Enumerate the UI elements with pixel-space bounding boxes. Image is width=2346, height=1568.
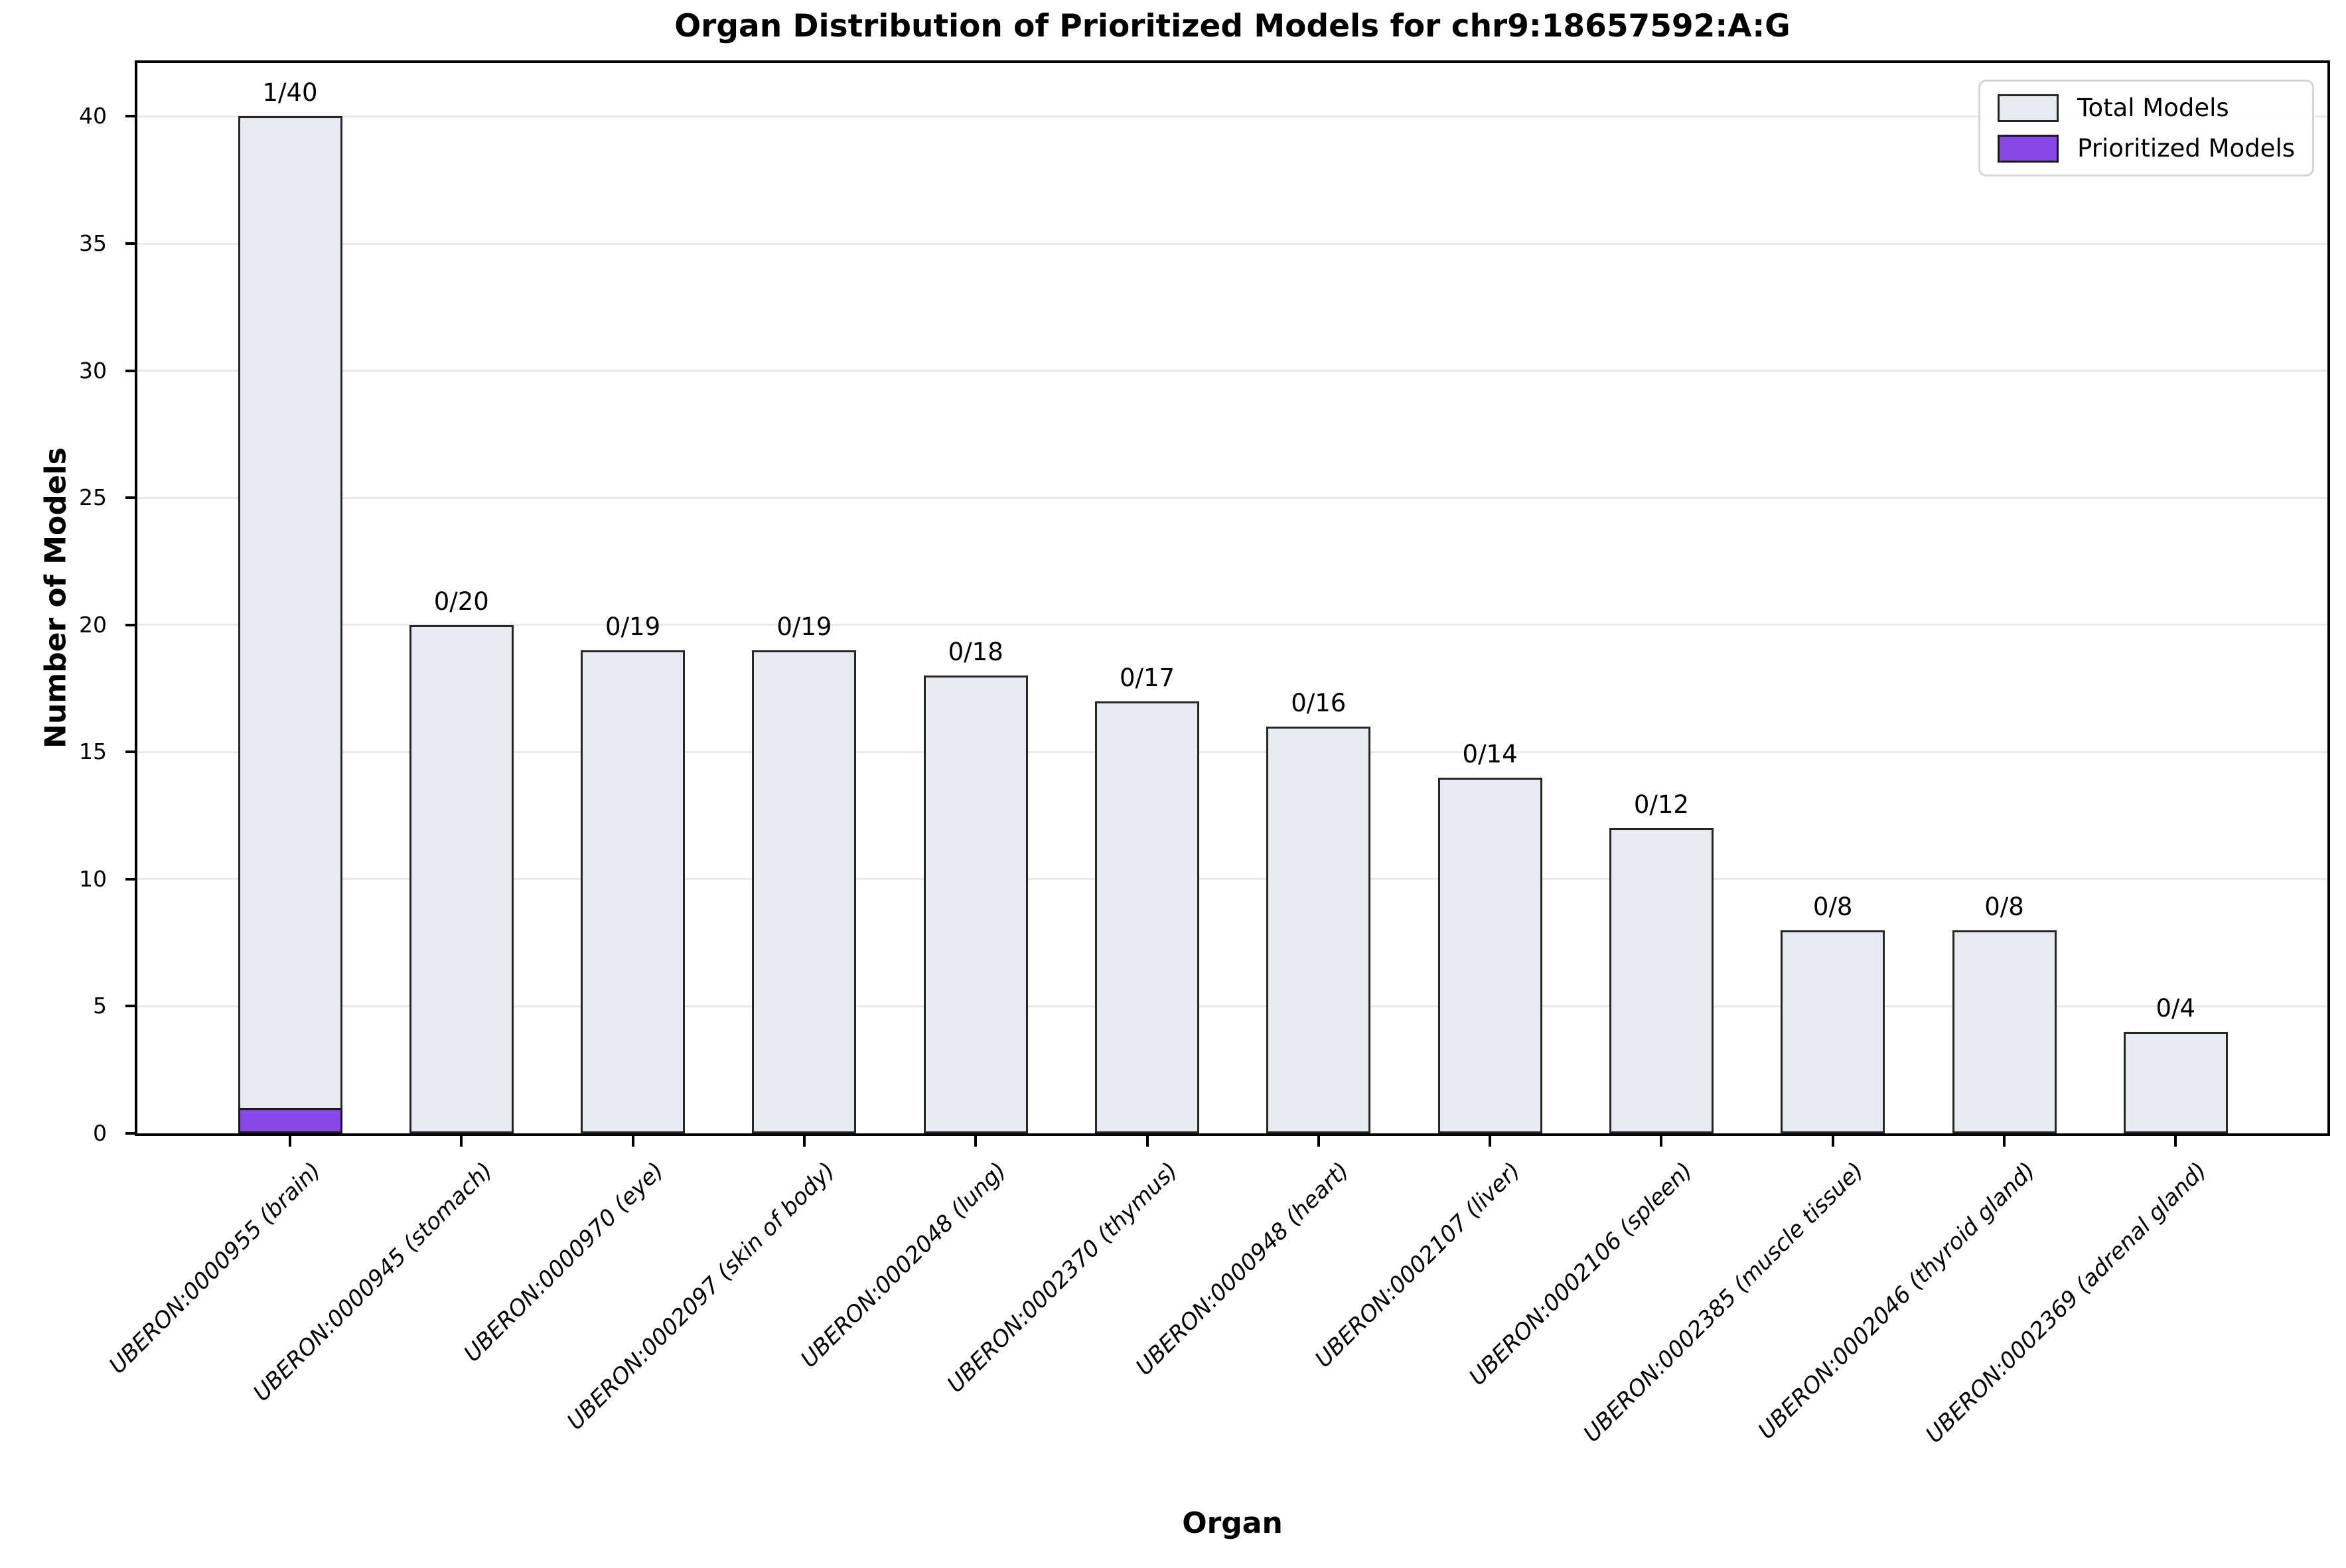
bar-value-label: 1/40 <box>262 78 318 107</box>
y-tick-label: 30 <box>79 357 107 384</box>
y-tick-mark <box>125 369 135 372</box>
x-tick-mark <box>1317 1136 1320 1147</box>
legend-swatch-prioritized-models <box>1998 134 2059 163</box>
bar-value-label: 0/17 <box>1119 663 1175 692</box>
y-tick-mark <box>125 242 135 246</box>
bar-value-label: 0/8 <box>1812 892 1853 921</box>
bar-prioritized <box>238 1107 342 1133</box>
y-tick-mark <box>125 115 135 118</box>
bar-value-label: 0/12 <box>1633 790 1689 820</box>
plot-area: Total Models Prioritized Models 0 5 10 15 20… <box>79 60 2330 1449</box>
legend-item-prioritized-models: Prioritized Models <box>1998 134 2295 163</box>
gridline <box>137 750 2327 753</box>
x-tick-mark <box>631 1136 634 1147</box>
bar-value-label: 0/14 <box>1462 739 1518 768</box>
y-tick-label: 35 <box>79 230 107 257</box>
legend: Total Models Prioritized Models <box>1978 80 2314 177</box>
x-tick-label: UBERON:0002046 (thyroid gland) <box>1753 1157 2041 1445</box>
bar-total <box>1437 777 1542 1133</box>
y-tick-label: 0 <box>93 1120 107 1146</box>
legend-label-prioritized-models: Prioritized Models <box>2077 134 2295 163</box>
gridline <box>137 878 2327 881</box>
bar-total <box>752 650 857 1133</box>
x-tick-mark <box>460 1136 463 1147</box>
y-tick-label: 25 <box>79 484 107 511</box>
x-tick-mark <box>1831 1136 1834 1147</box>
gridline <box>137 370 2327 372</box>
gridline <box>137 496 2327 499</box>
legend-swatch-total-models <box>1998 94 2059 122</box>
x-tick-mark <box>1145 1136 1149 1147</box>
y-tick-mark <box>125 496 135 500</box>
bar-value-label: 0/19 <box>605 612 661 642</box>
gridline <box>137 624 2327 626</box>
x-tick-mark <box>1489 1136 1492 1147</box>
bar-total <box>1781 930 1885 1133</box>
y-tick-label: 5 <box>93 993 107 1019</box>
bar-total <box>238 116 342 1133</box>
x-tick-mark <box>802 1136 806 1147</box>
y-tick-label: 40 <box>79 103 107 129</box>
x-tick-mark <box>2174 1136 2177 1147</box>
bar-total <box>1609 828 1714 1133</box>
y-tick-label: 10 <box>79 865 107 892</box>
legend-label-total-models: Total Models <box>2077 94 2229 122</box>
x-tick-mark <box>2003 1136 2006 1147</box>
bar-value-label: 0/18 <box>948 638 1003 667</box>
bar-value-label: 0/8 <box>1984 892 2024 921</box>
gridline <box>137 242 2327 245</box>
bar-total <box>1266 726 1371 1133</box>
gridline <box>137 115 2327 117</box>
y-tick-mark <box>125 1005 135 1008</box>
x-tick-label: UBERON:0002107 (liver) <box>1310 1157 1526 1374</box>
x-tick-mark <box>289 1136 291 1147</box>
bar-total <box>2123 1031 2228 1133</box>
bar-total <box>581 650 686 1133</box>
x-tick-mark <box>1660 1136 1663 1147</box>
y-tick-mark <box>125 750 135 754</box>
x-tick-mark <box>974 1136 978 1147</box>
y-tick-label: 15 <box>79 739 107 765</box>
chart-title: Organ Distribution of Prioritized Models… <box>674 8 1791 44</box>
y-tick-mark <box>125 1132 135 1135</box>
bar-total <box>1952 930 2057 1133</box>
gridline <box>137 1005 2327 1007</box>
y-tick-mark <box>125 623 135 626</box>
y-tick-mark <box>125 877 135 881</box>
bar-value-label: 0/16 <box>1291 688 1347 717</box>
bar-value-label: 0/19 <box>776 612 832 642</box>
legend-item-total-models: Total Models <box>1998 94 2295 122</box>
bar-value-label: 0/20 <box>433 587 489 616</box>
bar-value-label: 0/4 <box>2156 993 2196 1023</box>
y-tick-label: 20 <box>79 611 107 638</box>
x-tick-label: UBERON:0000970 (eye) <box>459 1157 669 1368</box>
bar-total <box>1095 701 1199 1133</box>
bar-total <box>923 676 1028 1133</box>
x-tick-label: UBERON:0002369 (adrenal gland) <box>1920 1157 2212 1449</box>
x-tick-label: UBERON:0002385 (muscle tissue) <box>1578 1157 1869 1448</box>
x-axis-label: Organ <box>1182 1506 1283 1540</box>
x-tick-label: UBERON:0002048 (lung) <box>796 1157 1012 1374</box>
bar-total <box>409 624 514 1133</box>
x-tick-label: UBERON:0002097 (skin of body) <box>562 1157 841 1436</box>
